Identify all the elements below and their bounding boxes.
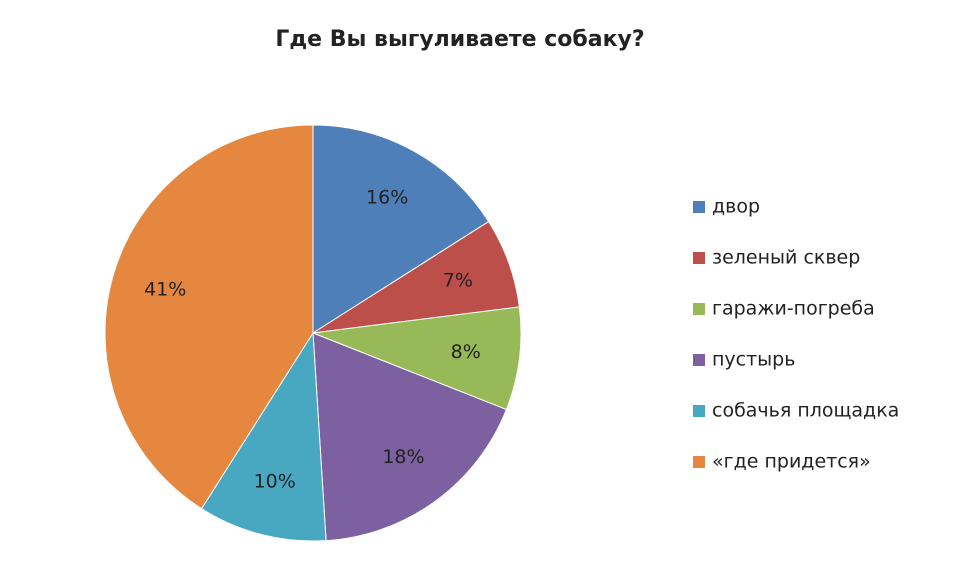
data-label: 8% — [451, 341, 481, 363]
legend-swatch — [693, 201, 705, 213]
legend-swatch — [693, 303, 705, 315]
legend-swatch — [693, 354, 705, 366]
data-label: 10% — [254, 471, 296, 493]
data-label: 7% — [443, 269, 473, 291]
data-label: 18% — [382, 446, 424, 468]
pie-slice — [104, 124, 314, 510]
pie-slice — [312, 332, 508, 542]
legend-swatch — [693, 405, 705, 417]
data-label: 41% — [144, 279, 186, 301]
pie-slice — [312, 124, 490, 334]
legend-label: двор — [712, 196, 760, 218]
pie-slice — [200, 331, 327, 542]
legend-label: собачья площадка — [712, 400, 899, 422]
legend-swatch — [693, 252, 705, 264]
data-label: 16% — [366, 187, 408, 209]
legend-label: гаражи-погреба — [712, 298, 875, 320]
pie-slice — [312, 306, 522, 411]
legend-swatch — [693, 456, 705, 468]
legend-label: зеленый сквер — [712, 247, 860, 269]
legend-label: «где придется» — [712, 451, 871, 473]
legend-label: пустырь — [712, 349, 795, 371]
chart-title: Где Вы выгуливаете собаку? — [275, 27, 644, 52]
